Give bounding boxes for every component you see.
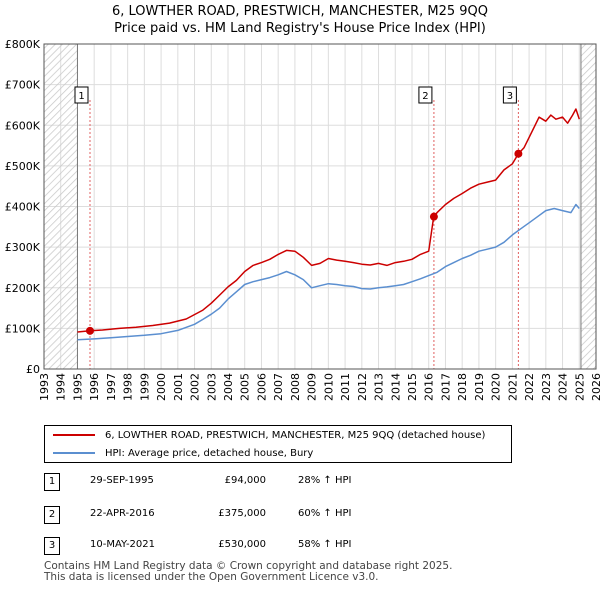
price-chart: 1 2 3 £0 £100K £200K £300K £400K £500K £600K £700K… xyxy=(5,38,600,401)
sale-label: 3 xyxy=(507,91,513,102)
x-tick-label: 1993 xyxy=(38,373,51,401)
x-tick-label: 2001 xyxy=(172,373,185,401)
x-tick-label: 1994 xyxy=(55,373,68,401)
legend-item-hpi: HPI: Average price, detached house, Bury xyxy=(45,444,313,462)
x-tick-label: 2020 xyxy=(490,373,503,401)
x-tick-label: 1997 xyxy=(105,373,118,401)
x-tick-label: 2019 xyxy=(473,373,486,401)
hpi-line xyxy=(77,203,580,341)
x-tick-label: 2012 xyxy=(356,373,369,401)
sale-date: 10-MAY-2021 xyxy=(90,539,156,550)
y-tick-label: £0 xyxy=(26,363,40,376)
sale-point xyxy=(86,326,94,335)
x-tick-label: 2007 xyxy=(272,373,285,401)
sale-price: £530,000 xyxy=(218,539,266,550)
sale-number-badge: 2 xyxy=(44,506,60,524)
sale-label-box xyxy=(418,86,433,104)
legend: 6, LOWTHER ROAD, PRESTWICH, MANCHESTER, … xyxy=(44,425,512,463)
sale-date: 29-SEP-1995 xyxy=(90,475,154,486)
x-tick-label: 2024 xyxy=(557,373,570,401)
sale-price: £375,000 xyxy=(218,508,266,519)
sale-label-box xyxy=(74,86,89,104)
x-tick-label: 2000 xyxy=(155,373,168,401)
sale-hpi-change: 28% ↑ HPI xyxy=(298,475,352,486)
chart-subtitle: Price paid vs. HM Land Registry's House … xyxy=(114,21,486,36)
x-tick-label: 2014 xyxy=(389,373,402,401)
sale-point xyxy=(429,212,438,221)
x-tick-label: 2008 xyxy=(289,373,302,401)
x-tick-label: 2002 xyxy=(189,373,202,401)
x-tick-label: 2018 xyxy=(456,373,469,401)
sale-price: £94,000 xyxy=(224,475,266,486)
x-tick-label: 2006 xyxy=(255,373,268,401)
footer-license: This data is licensed under the Open Gov… xyxy=(44,571,379,583)
x-tick-label: 2010 xyxy=(322,373,335,401)
legend-swatch-property xyxy=(53,434,95,436)
sale-label: 1 xyxy=(78,91,84,102)
legend-label-hpi: HPI: Average price, detached house, Bury xyxy=(105,447,314,459)
sale-hpi-change: 60% ↑ HPI xyxy=(298,508,352,519)
y-tick-label: £200K xyxy=(5,282,41,295)
x-tick-label: 2003 xyxy=(205,373,218,401)
y-tick-label: £800K xyxy=(5,38,41,51)
x-tick-label: 1996 xyxy=(88,373,101,401)
sale-date: 22-APR-2016 xyxy=(90,508,155,519)
plot-frame xyxy=(43,43,597,370)
y-tick-label: £700K xyxy=(5,79,41,92)
x-tick-label: 2015 xyxy=(406,373,419,401)
x-tick-label: 2005 xyxy=(239,373,252,401)
sale-label-box xyxy=(502,86,517,104)
sale-label: 2 xyxy=(422,91,428,102)
hatched-region xyxy=(580,44,596,369)
x-tick-label: 2011 xyxy=(339,373,352,401)
sale-hpi-change: 58% ↑ HPI xyxy=(298,539,352,550)
x-tick-label: 2009 xyxy=(306,373,319,401)
x-tick-label: 2013 xyxy=(373,373,386,401)
hatched-region xyxy=(44,44,78,369)
x-tick-label: 1999 xyxy=(138,373,151,401)
x-tick-label: 2026 xyxy=(590,373,600,401)
x-tick-label: 2022 xyxy=(523,373,536,401)
x-tick-label: 2016 xyxy=(423,373,436,401)
legend-item-property: 6, LOWTHER ROAD, PRESTWICH, MANCHESTER, … xyxy=(45,426,485,444)
x-tick-label: 1995 xyxy=(71,373,84,401)
x-tick-label: 2017 xyxy=(439,373,452,401)
legend-swatch-hpi xyxy=(53,452,95,454)
x-tick-label: 2004 xyxy=(222,373,235,401)
y-tick-label: £400K xyxy=(5,201,41,214)
x-tick-label: 1998 xyxy=(122,373,135,401)
x-tick-label: 2025 xyxy=(573,373,586,401)
legend-label-property: 6, LOWTHER ROAD, PRESTWICH, MANCHESTER, … xyxy=(105,429,486,441)
property-price-line xyxy=(77,108,581,333)
chart-title: 6, LOWTHER ROAD, PRESTWICH, MANCHESTER, … xyxy=(111,4,489,19)
x-tick-label: 2023 xyxy=(540,373,553,401)
x-tick-label: 2021 xyxy=(506,373,519,401)
footer-copyright: Contains HM Land Registry data © Crown c… xyxy=(44,560,453,572)
y-tick-label: £500K xyxy=(5,160,41,173)
y-tick-label: £300K xyxy=(5,241,41,254)
footer: Contains HM Land Registry data © Crown c… xyxy=(44,561,452,583)
sale-point xyxy=(514,149,523,158)
y-tick-label: £600K xyxy=(5,119,41,132)
sale-number-badge: 1 xyxy=(44,473,60,491)
y-tick-label: £100K xyxy=(5,322,41,335)
sale-number-badge: 3 xyxy=(44,537,60,555)
